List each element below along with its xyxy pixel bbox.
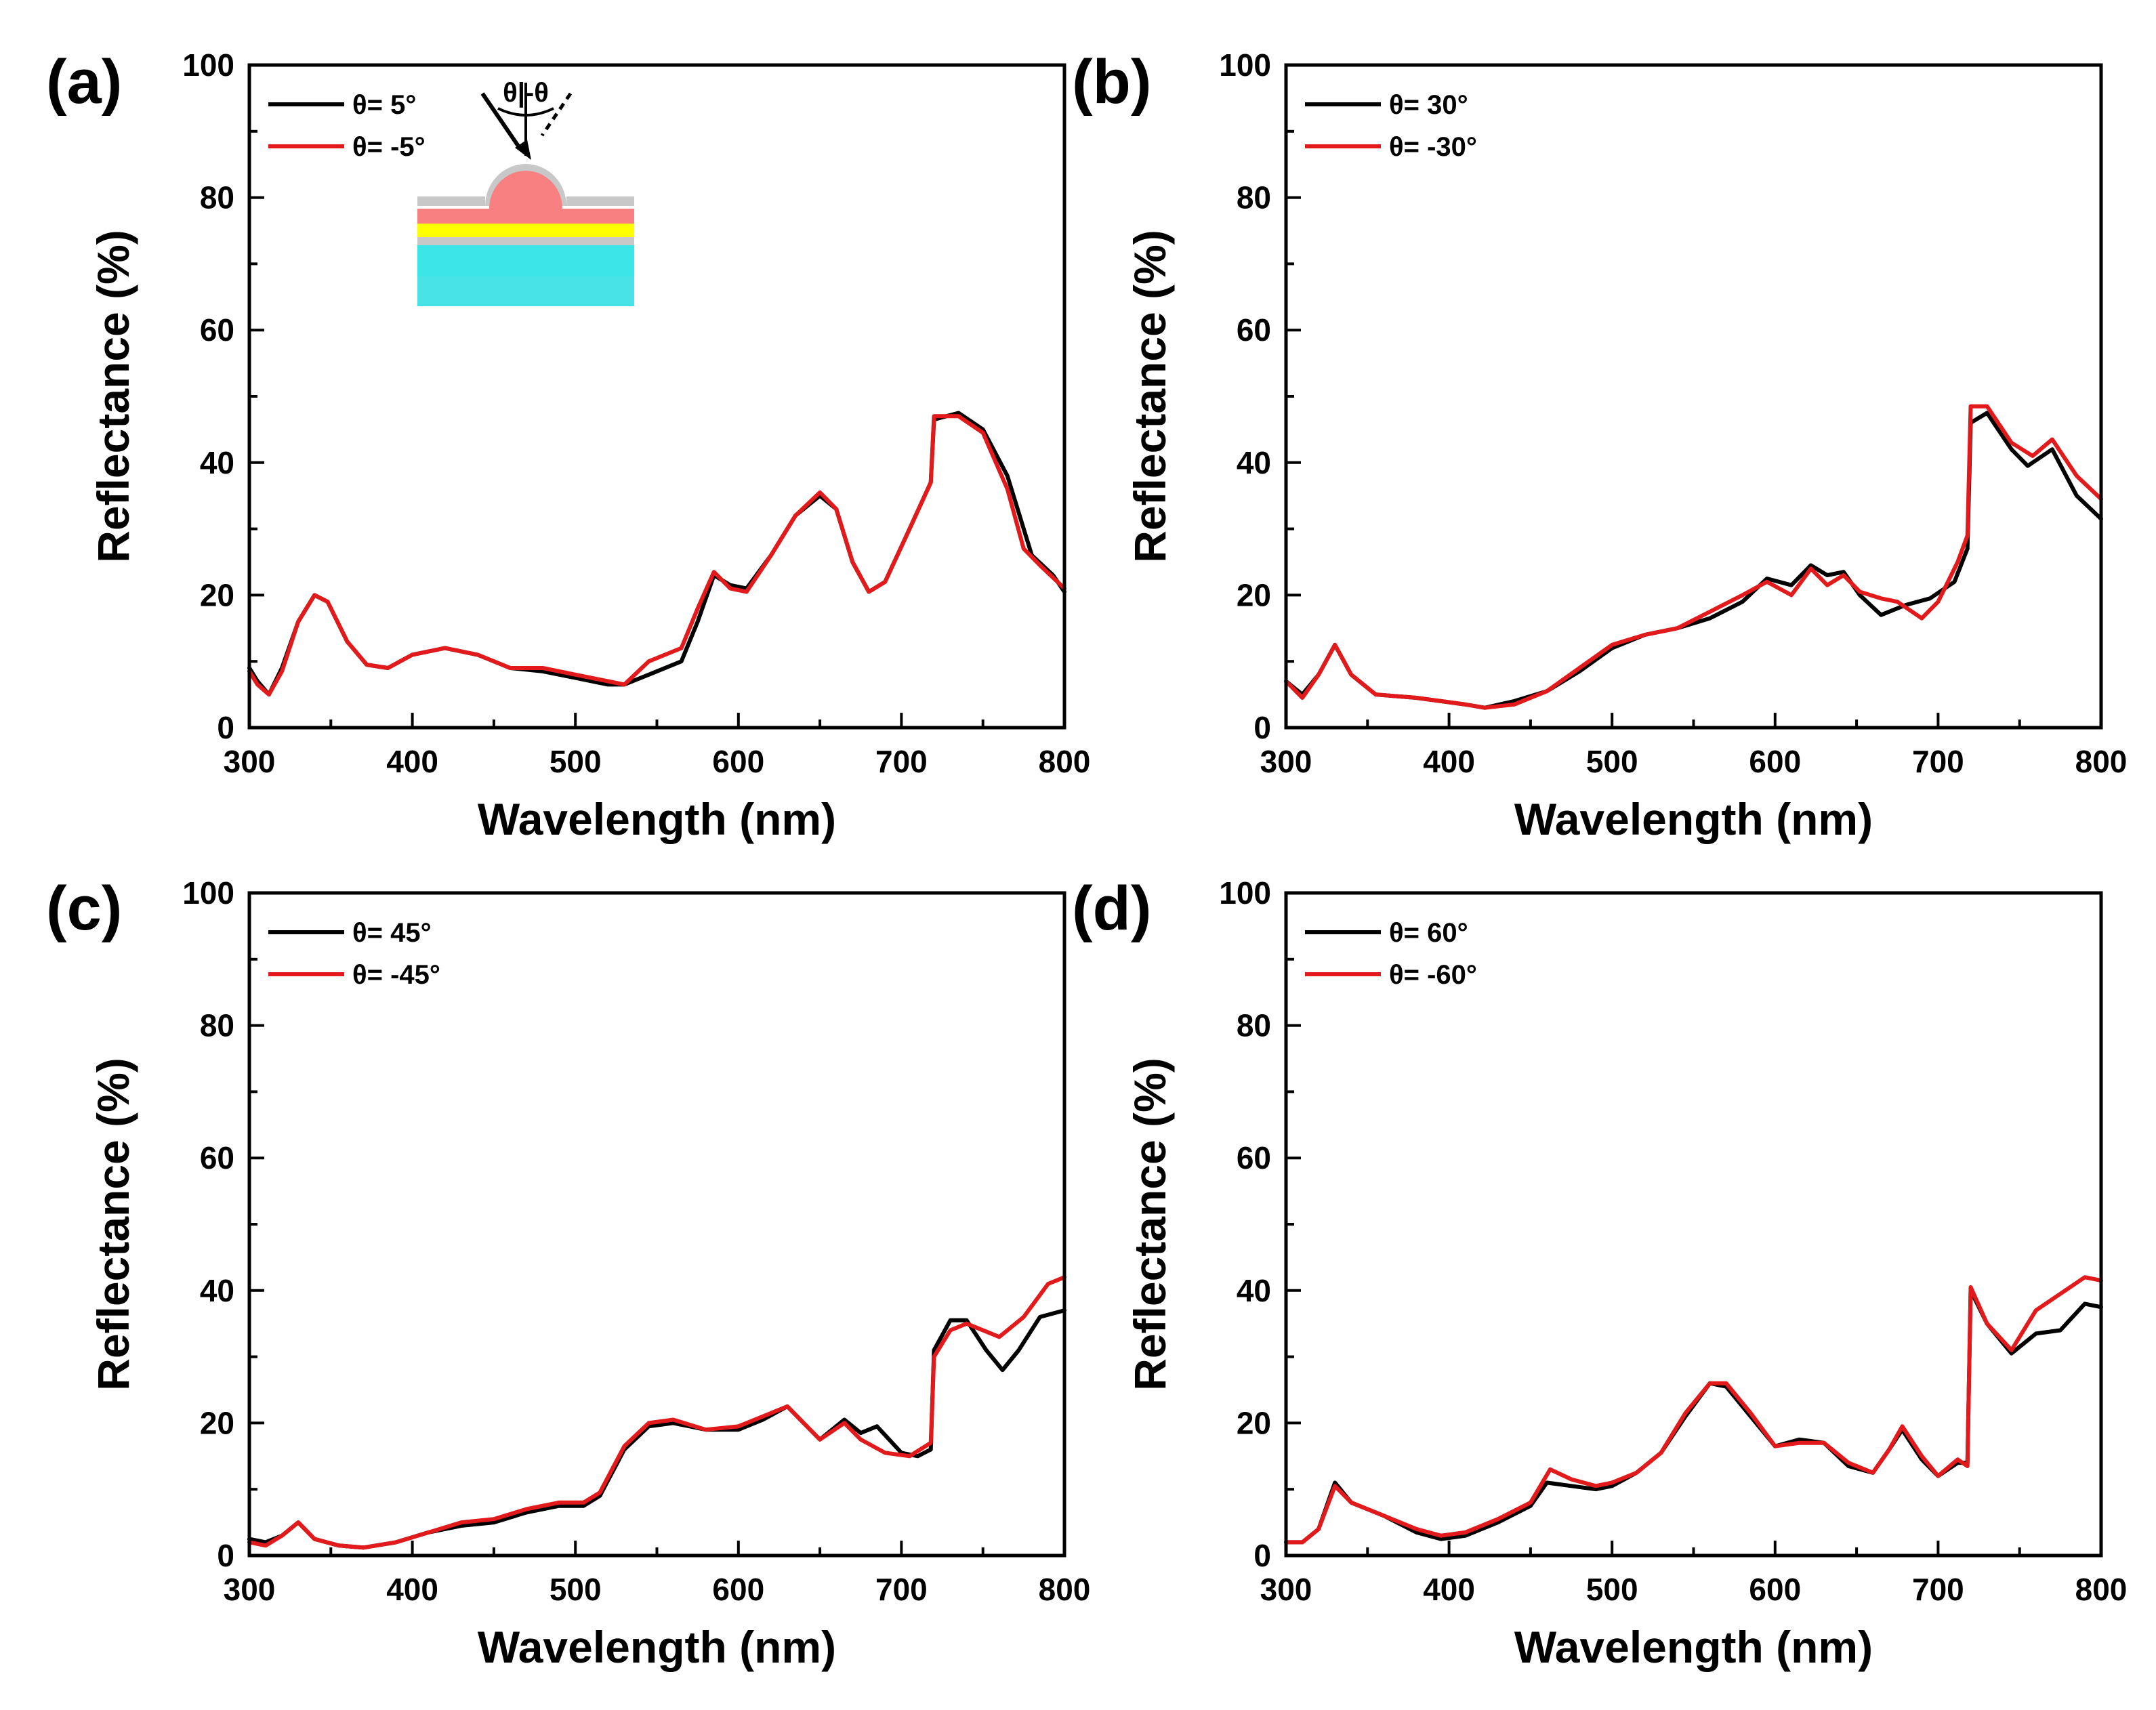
y-tick-label: 60 [200, 312, 234, 348]
panel-label: (b) [1072, 47, 1151, 117]
x-tick-label: 700 [875, 744, 928, 779]
x-tick-label: 800 [1039, 1572, 1091, 1607]
x-tick-label: 600 [1749, 744, 1801, 779]
legend-entry: θ= 45° [352, 918, 432, 948]
x-tick-label: 400 [386, 1572, 438, 1607]
y-tick-label: 20 [200, 1405, 234, 1440]
inset-substrate-top [417, 244, 634, 276]
inset-substrate-layer [417, 276, 634, 306]
y-tick-label: 80 [200, 180, 234, 215]
y-tick-label: 0 [1253, 1538, 1271, 1573]
y-tick-label: 20 [1237, 577, 1271, 612]
series-line-1 [247, 411, 1066, 697]
y-tick-label: 0 [1253, 710, 1271, 745]
series-line-2 [247, 414, 1066, 697]
x-tick-label: 400 [386, 744, 438, 779]
y-tick-label: 40 [200, 1273, 234, 1308]
y-tick-label: 20 [200, 577, 234, 612]
legend-entry: θ= 30° [1389, 90, 1468, 120]
x-tick-label: 800 [2075, 744, 2128, 779]
x-tick-label: 500 [550, 1572, 602, 1607]
inset-dome [489, 171, 562, 209]
chart-panel-2: 300 400 500 600 700 800 0 20 40 60 80 100 Wavelength… [1072, 47, 2127, 844]
y-tick-label: 100 [182, 875, 234, 911]
x-axis-title: Wavelength (nm) [478, 1622, 836, 1672]
inset-pink-layer [417, 209, 634, 224]
chart-panel-4: 300 400 500 600 700 800 0 20 40 60 80 100 Wavelength… [1072, 874, 2127, 1672]
chart-panel-1: 300 400 500 600 700 800 0 20 40 60 80 100 Wavelength… [46, 47, 1090, 844]
x-tick-label: 800 [1039, 744, 1091, 779]
series-line-2 [1284, 404, 2103, 710]
panel-label: (d) [1072, 874, 1151, 943]
y-tick-label: 0 [217, 1538, 234, 1573]
inset-angle-label: θ|-θ [503, 78, 549, 108]
inset-reflected-ray [540, 92, 573, 137]
y-tick-label: 60 [1237, 1140, 1271, 1175]
x-tick-label: 600 [1749, 1572, 1801, 1607]
plot-frame [247, 63, 1066, 730]
y-axis-title: Reflectance (%) [1125, 230, 1175, 563]
x-tick-label: 300 [224, 744, 276, 779]
y-tick-label: 100 [182, 47, 234, 83]
y-tick-label: 40 [1237, 1273, 1271, 1308]
inset-arrow-head [515, 140, 531, 160]
y-tick-label: 60 [200, 1140, 234, 1175]
panel-label: (a) [46, 47, 122, 117]
legend-entry: θ= 60° [1389, 918, 1468, 948]
y-tick-label: 80 [1237, 1008, 1271, 1043]
inset-incident-ray [480, 92, 522, 150]
x-tick-label: 700 [1912, 1572, 1964, 1607]
x-axis-title: Wavelength (nm) [1514, 794, 1873, 844]
y-tick-label: 100 [1219, 47, 1271, 83]
legend-entry: θ= -60° [1389, 960, 1477, 990]
x-axis-title: Wavelength (nm) [478, 794, 836, 844]
incidence-angle-schematic: θ|-θ [417, 78, 634, 306]
y-tick-label: 0 [217, 710, 234, 745]
x-tick-label: 700 [875, 1572, 928, 1607]
x-tick-label: 300 [1260, 744, 1312, 779]
plot-frame [247, 891, 1066, 1558]
plot-frame [1284, 63, 2103, 730]
series-line-1 [1284, 411, 2103, 710]
y-tick-label: 40 [200, 445, 234, 480]
y-tick-label: 40 [1237, 445, 1271, 480]
series-line-1 [1284, 1288, 2103, 1545]
x-tick-label: 500 [550, 744, 602, 779]
y-axis-title: Reflectance (%) [1125, 1058, 1175, 1391]
y-tick-label: 100 [1219, 875, 1271, 911]
x-tick-label: 500 [1586, 744, 1638, 779]
legend-entry: θ= -5° [352, 132, 426, 162]
x-axis-title: Wavelength (nm) [1514, 1622, 1873, 1672]
inset-right-coating [566, 196, 634, 206]
legend-entry: θ= -30° [1389, 132, 1477, 162]
y-tick-label: 20 [1237, 1405, 1271, 1440]
x-tick-label: 300 [224, 1572, 276, 1607]
x-tick-label: 600 [712, 1572, 764, 1607]
x-tick-label: 400 [1423, 1572, 1475, 1607]
inset-left-coating [417, 196, 485, 206]
x-tick-label: 500 [1586, 1572, 1638, 1607]
x-tick-label: 800 [2075, 1572, 2128, 1607]
x-tick-label: 300 [1260, 1572, 1312, 1607]
x-tick-label: 700 [1912, 744, 1964, 779]
inset-angle-arc [497, 107, 554, 117]
y-tick-label: 60 [1237, 312, 1271, 348]
x-tick-label: 600 [712, 744, 764, 779]
y-axis-title: Reflectance (%) [88, 1058, 138, 1391]
y-tick-label: 80 [1237, 180, 1271, 215]
y-tick-label: 80 [200, 1008, 234, 1043]
y-axis-title: Reflectance (%) [88, 230, 138, 563]
legend-entry: θ= -45° [352, 960, 440, 990]
series-line-2 [1284, 1275, 2103, 1545]
x-tick-label: 400 [1423, 744, 1475, 779]
inset-gray-layer [417, 236, 634, 245]
panel-label: (c) [46, 874, 122, 943]
plot-frame [1284, 891, 2103, 1558]
legend-entry: θ= 5° [352, 90, 416, 120]
inset-yellow-layer [417, 224, 634, 237]
chart-panel-3: 300 400 500 600 700 800 0 20 40 60 80 100 Wavelength… [46, 874, 1090, 1672]
series-line-2 [247, 1275, 1066, 1550]
